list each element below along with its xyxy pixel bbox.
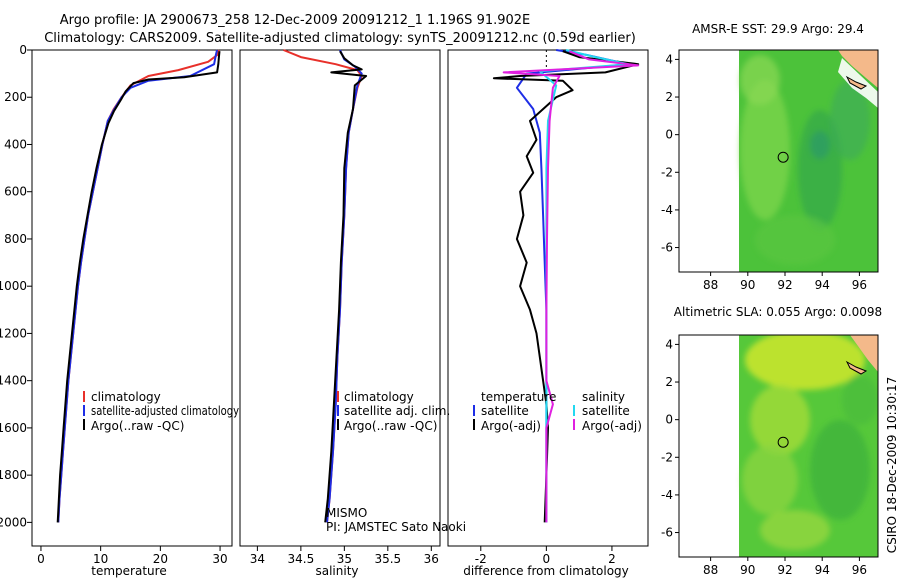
difference-panel (447, 49, 649, 547)
sla-map (679, 335, 878, 557)
legend-label-climatology: climatology (344, 390, 414, 404)
series-climatology (57, 49, 220, 523)
salinity-legend: climatology satellite adj. clim. Argo(..… (326, 390, 466, 534)
figure-title-line2: Climatology: CARS2009. Satellite-adjuste… (44, 31, 636, 46)
x-tick-label: 2 (608, 552, 616, 566)
sla-argo-marker (777, 436, 789, 448)
depth-tick-label: 1200 (0, 326, 27, 340)
series-temperature-satellite (515, 49, 630, 523)
x-tick-label: 0 (37, 552, 45, 566)
lat-tick-label: -6 (661, 241, 673, 255)
figure-title-line1: Argo profile: JA 2900673_258 12-Dec-2009… (60, 13, 531, 28)
annotation-pi: PI: JAMSTEC Sato Naoki (326, 520, 466, 534)
lon-tick-label: 96 (852, 563, 867, 577)
lat-tick-label: -6 (661, 526, 673, 540)
depth-tick-label: 0 (19, 43, 27, 57)
legend-label-argo: Argo(..raw -QC) (344, 419, 437, 433)
temperature-legend: climatology satellite-adjusted climatolo… (83, 390, 239, 433)
lat-tick-label: -2 (661, 165, 673, 179)
sla-field-texture (742, 335, 878, 550)
lat-tick-label: 0 (665, 413, 673, 427)
series-argo (324, 50, 368, 523)
x-tick-label: 0 (543, 552, 551, 566)
difference-plot: -2 0 2 (475, 49, 640, 566)
island-outline (845, 75, 868, 90)
depth-tick-label: 1000 (0, 279, 27, 293)
lon-tick-label: 88 (703, 278, 718, 292)
salinity-plot: 34 34.5 35 35.5 36 (250, 49, 439, 566)
depth-tick-label: 1600 (0, 421, 27, 435)
temperature-plot: 0 10 20 30 (27, 49, 228, 566)
x-tick-label: 35 (337, 552, 352, 566)
x-tick-label: 34 (250, 552, 265, 566)
legend-label-argo: Argo(..raw -QC) (91, 419, 184, 433)
legend-heading-temperature: temperature (481, 390, 556, 404)
lat-tick-label: 0 (665, 128, 673, 142)
island-outline (845, 360, 868, 375)
x-tick-label: 20 (153, 552, 168, 566)
sst-map (679, 50, 878, 272)
lon-tick-label: 92 (777, 278, 792, 292)
temperature-panel (31, 49, 233, 547)
sla-map-frame (678, 334, 879, 558)
sst-map-frame (678, 49, 879, 273)
depth-axis: 0 200 400 600 800 1000 1200 1400 1600 1800 2000 (0, 43, 27, 529)
x-tick-label: 35.5 (374, 552, 401, 566)
depth-tick-label: 200 (4, 90, 27, 104)
temperature-xlabel: temperature (91, 564, 166, 578)
lon-tick-label: 90 (740, 278, 755, 292)
lon-tick-label: 92 (777, 563, 792, 577)
lat-tick-label: 4 (665, 52, 673, 66)
x-tick-label: 10 (93, 552, 108, 566)
legend-label-sal-argo: Argo(-adj) (582, 419, 642, 433)
difference-legend: temperature satellite Argo(-adj) salinit… (473, 390, 642, 433)
legend-label-sal-satellite: satellite (582, 404, 630, 418)
salinity-xlabel: salinity (315, 564, 358, 578)
legend-label-satellite: satellite-adjusted climatology (91, 404, 239, 418)
lon-tick-label: 90 (740, 563, 755, 577)
lat-tick-label: 2 (665, 90, 673, 104)
series-satellite (57, 49, 219, 523)
depth-tick-label: 2000 (0, 515, 27, 529)
land-sumatra (838, 50, 878, 88)
depth-tick-label: 800 (4, 232, 27, 246)
lon-tick-label: 96 (852, 278, 867, 292)
lat-tick-label: 4 (665, 337, 673, 351)
depth-tick-label: 400 (4, 137, 27, 151)
series-argo (56, 51, 221, 523)
x-tick-label: 36 (424, 552, 439, 566)
land-sumatra (850, 335, 878, 372)
depth-tick-label: 1400 (0, 374, 27, 388)
lon-tick-label: 94 (815, 563, 830, 577)
legend-label-climatology: climatology (91, 390, 161, 404)
legend-label-temp-satellite: satellite (481, 404, 529, 418)
sla-map-title: Altimetric SLA: 0.055 Argo: 0.0098 (674, 305, 882, 319)
depth-tick-label: 1800 (0, 468, 27, 482)
legend-label-satellite: satellite adj. clim. (344, 404, 450, 418)
sst-field-texture (740, 55, 870, 265)
lon-tick-label: 88 (703, 563, 718, 577)
legend-heading-salinity: salinity (582, 390, 625, 404)
series-salinity-satellite (538, 49, 630, 523)
sst-map-title: AMSR-E SST: 29.9 Argo: 29.4 (692, 22, 864, 36)
x-tick-label: 30 (212, 552, 227, 566)
sst-map-axes: 88 90 92 94 96 4 2 0 -2 -4 -6 (661, 52, 867, 292)
lon-tick-label: 94 (815, 278, 830, 292)
difference-xlabel: difference from climatology (463, 564, 629, 578)
lat-tick-label: 2 (665, 375, 673, 389)
lat-tick-label: -4 (661, 203, 673, 217)
series-salinity-argo (502, 50, 640, 523)
x-tick-label: 34.5 (288, 552, 315, 566)
annotation-program: MISMO (326, 506, 367, 520)
legend-label-temp-argo: Argo(-adj) (481, 419, 541, 433)
depth-tick-label: 600 (4, 185, 27, 199)
series-temperature-argo (492, 50, 640, 523)
x-tick-label: -2 (475, 552, 487, 566)
lat-tick-label: -4 (661, 488, 673, 502)
sst-argo-marker (777, 151, 789, 163)
lat-tick-label: -2 (661, 450, 673, 464)
sla-map-axes: 88 90 92 94 96 4 2 0 -2 -4 -6 (661, 337, 867, 577)
credit-timestamp: CSIRO 18-Dec-2009 10:30:17 (885, 377, 899, 554)
